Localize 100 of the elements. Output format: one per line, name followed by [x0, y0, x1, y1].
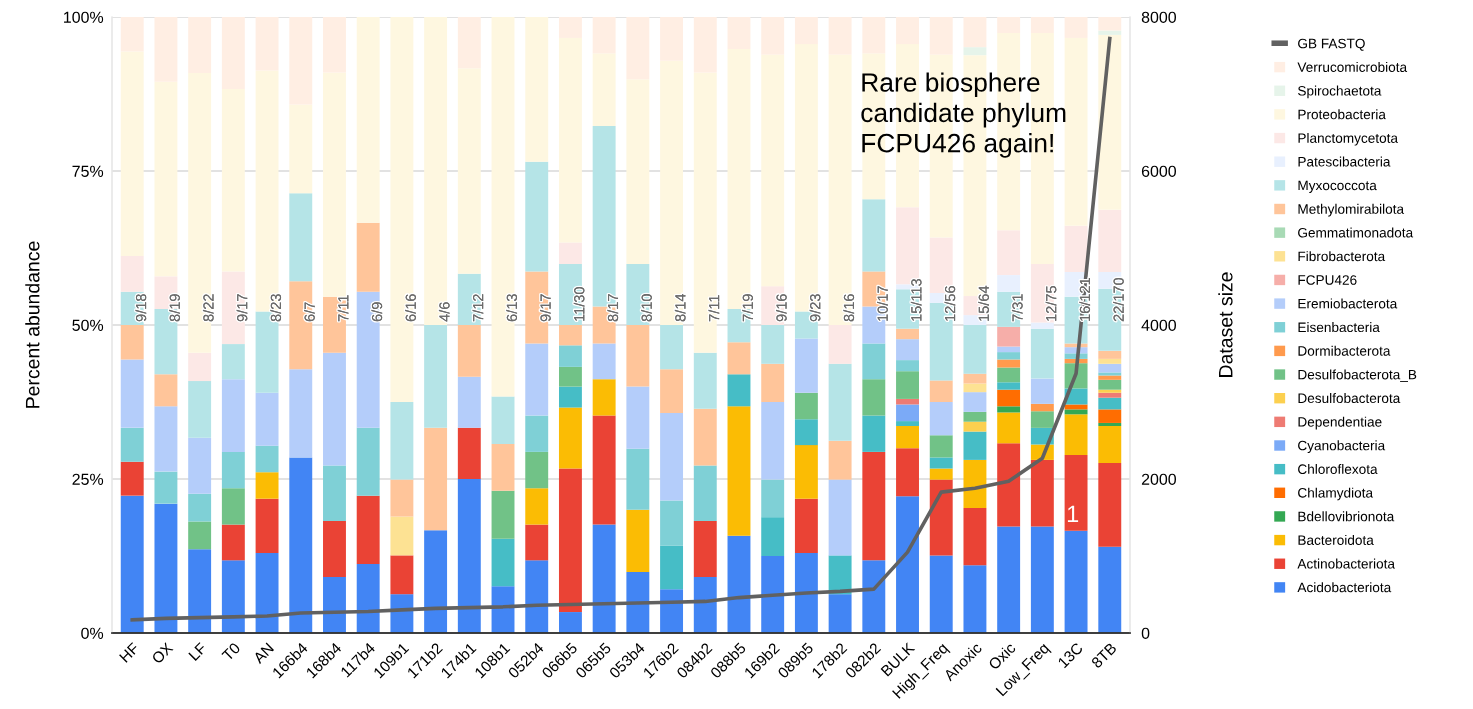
bar: [120, 256, 144, 292]
legend-label: Myxococcota: [1298, 180, 1377, 193]
bar: [1098, 30, 1122, 35]
bar: [424, 17, 448, 325]
legend-label: Dormibacterota: [1298, 345, 1391, 356]
bar: [896, 398, 919, 405]
bar: [120, 427, 144, 462]
bar: [963, 565, 987, 633]
annotation: 6/7: [304, 302, 315, 322]
bar: [558, 366, 582, 387]
annotation: 8/22: [202, 294, 214, 322]
annotation: 16/121: [1079, 278, 1091, 321]
bar: [1064, 409, 1088, 415]
bar: [188, 381, 212, 438]
annotation: 9/17: [540, 294, 551, 322]
x-tick-label: T0: [221, 642, 241, 662]
legend-label: Desulfobacterota_B: [1298, 369, 1417, 382]
annotation: 22/170: [1113, 277, 1124, 322]
bar: [289, 193, 313, 282]
bar: [525, 415, 549, 452]
y2-tick-label: 8000: [1141, 11, 1177, 23]
x-tick-label: AN: [252, 642, 275, 665]
bar: [188, 352, 212, 382]
bar: [761, 517, 785, 556]
bar: [929, 555, 953, 633]
annotation: 7/19: [742, 294, 754, 322]
bar: [188, 493, 212, 522]
bar: [154, 406, 178, 472]
bar: [963, 392, 987, 412]
bar: [997, 443, 1021, 527]
bar: [693, 408, 717, 466]
bar: [997, 406, 1021, 413]
annotation: 8/17: [607, 294, 619, 322]
bar: [457, 325, 481, 377]
bar: [120, 461, 144, 496]
bar: [255, 392, 279, 446]
bar: [1098, 426, 1122, 463]
bar: [390, 516, 414, 556]
bar: [660, 325, 684, 370]
bar: [323, 352, 346, 466]
bar: [660, 369, 684, 414]
bar: [660, 545, 684, 590]
y-tick-label: 100%: [64, 11, 104, 23]
bar: [862, 451, 886, 561]
bar: [1064, 404, 1088, 410]
bar: [929, 457, 953, 469]
bar: [457, 376, 481, 428]
bar: [424, 530, 448, 633]
legend-label: Eisenbacteria: [1298, 322, 1380, 333]
annotation: 8/19: [169, 294, 180, 322]
x-tick-label: 8TB: [1090, 642, 1118, 669]
annotation: 7/11: [337, 295, 349, 322]
x-tick-label: OX: [151, 641, 174, 665]
bar: [794, 419, 818, 446]
bar: [626, 448, 650, 510]
bar: [963, 431, 987, 460]
bar: [862, 560, 886, 633]
bar: [1098, 389, 1122, 393]
bar: [693, 352, 717, 409]
y-tick-label: 50%: [72, 319, 104, 331]
legend-label: Desulfobacterota: [1298, 393, 1401, 404]
bar: [660, 500, 684, 546]
legend-label: Chlamydiota: [1298, 487, 1374, 501]
bar: [963, 373, 987, 384]
legend-label: Actinobacteriota: [1297, 558, 1395, 569]
bar: [997, 346, 1021, 353]
legend-label: Bacteroidota: [1298, 534, 1374, 545]
bar: [997, 382, 1021, 390]
bar: [997, 352, 1021, 360]
bar: [963, 17, 987, 48]
bar: [255, 472, 279, 499]
bar: [390, 17, 414, 402]
bar: [929, 468, 953, 480]
bar: [558, 612, 582, 633]
bar: [828, 363, 852, 441]
bar: [1030, 411, 1054, 428]
line-series: [130, 36, 1112, 622]
bar: [424, 325, 448, 428]
bar: [356, 222, 380, 292]
bar: [558, 325, 582, 346]
bar: [1098, 379, 1122, 390]
bar: [626, 509, 650, 573]
bar: [997, 359, 1021, 368]
bar: [929, 435, 953, 458]
annotation: 8/16: [843, 294, 855, 322]
bar: [1098, 462, 1122, 547]
legend-label: Chloroflexota: [1298, 464, 1378, 475]
bar: [1064, 225, 1088, 273]
bar: [525, 451, 549, 489]
bar: [862, 199, 886, 272]
bar: [1098, 363, 1122, 373]
y2-axis-title: Dataset size: [1218, 272, 1233, 377]
bar: [289, 457, 313, 633]
bar: [693, 576, 717, 633]
bar: [896, 328, 919, 340]
bar: [660, 589, 684, 633]
legend-label: Acidobacteriota: [1297, 582, 1392, 593]
legend-label: Methylomirabilota: [1298, 203, 1405, 217]
bar: [457, 479, 481, 633]
bar: [424, 427, 448, 531]
